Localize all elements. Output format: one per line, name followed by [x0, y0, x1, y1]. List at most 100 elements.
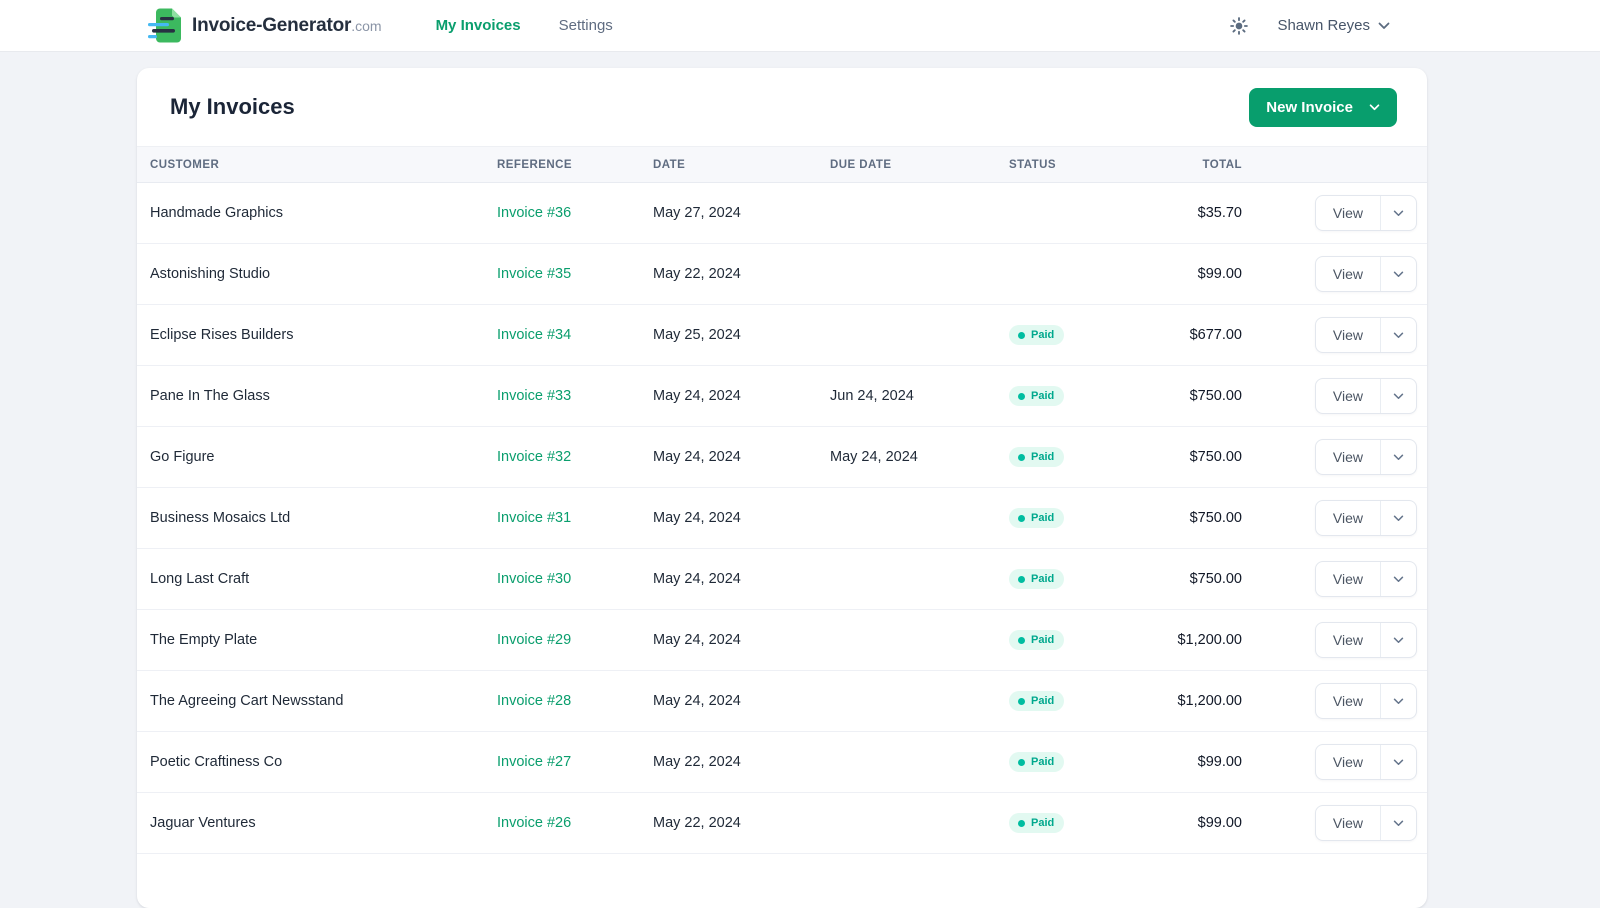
view-button[interactable]: View	[1316, 745, 1380, 779]
view-dropdown-button[interactable]	[1380, 440, 1416, 474]
status-badge-label: Paid	[1031, 451, 1055, 463]
status-badge: Paid	[1009, 386, 1065, 406]
invoices-card: My Invoices New Invoice CUSTOMER REFEREN…	[137, 68, 1427, 908]
table-row: Handmade Graphics Invoice #36 May 27, 20…	[137, 183, 1427, 244]
user-menu[interactable]: Shawn Reyes	[1277, 17, 1390, 34]
invoice-due-date: May 24, 2024	[830, 449, 918, 465]
nav-my-invoices[interactable]: My Invoices	[435, 17, 521, 34]
invoice-total: $750.00	[1189, 510, 1242, 526]
status-badge: Paid	[1009, 569, 1065, 589]
status-badge: Paid	[1009, 752, 1065, 772]
table-row: Pane In The Glass Invoice #33 May 24, 20…	[137, 366, 1427, 427]
invoice-total: $99.00	[1197, 815, 1242, 831]
chevron-down-icon	[1393, 332, 1404, 339]
column-header-customer: CUSTOMER	[150, 158, 220, 171]
invoice-date: May 24, 2024	[653, 571, 741, 587]
invoice-total: $99.00	[1197, 754, 1242, 770]
view-button[interactable]: View	[1316, 562, 1380, 596]
invoice-reference-link[interactable]: Invoice #26	[497, 815, 572, 831]
chevron-down-icon	[1393, 637, 1404, 644]
view-button[interactable]: View	[1316, 623, 1380, 657]
invoice-date: May 24, 2024	[653, 693, 741, 709]
nav-settings[interactable]: Settings	[558, 17, 613, 34]
page-title: My Invoices	[170, 94, 295, 119]
view-button[interactable]: View	[1316, 684, 1380, 718]
view-button[interactable]: View	[1316, 806, 1380, 840]
invoice-total: $1,200.00	[1177, 632, 1242, 648]
table-row: Long Last Craft Invoice #30 May 24, 2024…	[137, 549, 1427, 610]
paid-dot-icon	[1018, 453, 1025, 461]
brand-logo[interactable]: Invoice-Generator .com	[148, 7, 382, 44]
view-dropdown-button[interactable]	[1380, 318, 1416, 352]
invoice-generator-logo-icon	[148, 7, 182, 44]
customer-name: Handmade Graphics	[150, 205, 283, 221]
view-dropdown-button[interactable]	[1380, 257, 1416, 291]
invoice-table-body: Handmade Graphics Invoice #36 May 27, 20…	[137, 183, 1427, 854]
chevron-down-icon	[1393, 210, 1404, 217]
chevron-down-icon	[1393, 515, 1404, 522]
invoice-total: $750.00	[1189, 388, 1242, 404]
view-button[interactable]: View	[1316, 379, 1380, 413]
invoice-reference-link[interactable]: Invoice #28	[497, 693, 572, 709]
invoice-reference-link[interactable]: Invoice #32	[497, 449, 572, 465]
status-badge-label: Paid	[1031, 512, 1055, 524]
status-badge-label: Paid	[1031, 634, 1055, 646]
status-badge: Paid	[1009, 325, 1065, 345]
table-header-row: CUSTOMER REFERENCE DATE DUE DATE STATUS …	[137, 146, 1427, 183]
status-badge-label: Paid	[1031, 390, 1055, 402]
customer-name: Jaguar Ventures	[150, 815, 256, 831]
status-badge-label: Paid	[1031, 573, 1055, 585]
column-header-reference: REFERENCE	[497, 158, 572, 171]
view-split-button: View	[1314, 195, 1417, 231]
invoice-reference-link[interactable]: Invoice #35	[497, 266, 572, 282]
status-badge-label: Paid	[1031, 695, 1055, 707]
view-split-button: View	[1314, 805, 1417, 841]
invoice-due-date: Jun 24, 2024	[830, 388, 914, 404]
column-header-total: TOTAL	[1202, 158, 1242, 171]
invoice-reference-link[interactable]: Invoice #29	[497, 632, 572, 648]
user-name: Shawn Reyes	[1277, 17, 1370, 34]
invoice-reference-link[interactable]: Invoice #31	[497, 510, 572, 526]
view-button[interactable]: View	[1316, 196, 1380, 230]
status-badge: Paid	[1009, 630, 1065, 650]
sun-icon	[1229, 16, 1249, 36]
view-dropdown-button[interactable]	[1380, 623, 1416, 657]
view-dropdown-button[interactable]	[1380, 562, 1416, 596]
brand-tld: .com	[351, 17, 382, 34]
column-header-due-date: DUE DATE	[830, 158, 892, 171]
view-button[interactable]: View	[1316, 318, 1380, 352]
view-dropdown-button[interactable]	[1380, 806, 1416, 840]
chevron-down-icon	[1378, 22, 1390, 30]
view-button[interactable]: View	[1316, 440, 1380, 474]
paid-dot-icon	[1018, 514, 1025, 522]
view-split-button: View	[1314, 561, 1417, 597]
paid-dot-icon	[1018, 636, 1025, 644]
chevron-down-icon	[1393, 454, 1404, 461]
paid-dot-icon	[1018, 331, 1025, 339]
table-row: Poetic Craftiness Co Invoice #27 May 22,…	[137, 732, 1427, 793]
new-invoice-button[interactable]: New Invoice	[1249, 87, 1397, 127]
view-dropdown-button[interactable]	[1380, 196, 1416, 230]
invoice-reference-link[interactable]: Invoice #33	[497, 388, 572, 404]
invoice-reference-link[interactable]: Invoice #36	[497, 205, 572, 221]
paid-dot-icon	[1018, 392, 1025, 400]
view-dropdown-button[interactable]	[1380, 379, 1416, 413]
invoice-date: May 24, 2024	[653, 510, 741, 526]
view-dropdown-button[interactable]	[1380, 684, 1416, 718]
invoice-reference-link[interactable]: Invoice #34	[497, 327, 572, 343]
status-badge: Paid	[1009, 691, 1065, 711]
view-button[interactable]: View	[1316, 501, 1380, 535]
table-row: Jaguar Ventures Invoice #26 May 22, 2024…	[137, 793, 1427, 854]
invoice-reference-link[interactable]: Invoice #30	[497, 571, 572, 587]
status-badge-label: Paid	[1031, 817, 1055, 829]
view-dropdown-button[interactable]	[1380, 745, 1416, 779]
view-split-button: View	[1314, 744, 1417, 780]
invoice-reference-link[interactable]: Invoice #27	[497, 754, 572, 770]
invoice-total: $35.70	[1197, 205, 1242, 221]
table-row: The Empty Plate Invoice #29 May 24, 2024…	[137, 610, 1427, 671]
invoice-total: $750.00	[1189, 449, 1242, 465]
view-button[interactable]: View	[1316, 257, 1380, 291]
invoice-total: $750.00	[1189, 571, 1242, 587]
theme-toggle-button[interactable]	[1229, 16, 1249, 36]
view-dropdown-button[interactable]	[1380, 501, 1416, 535]
